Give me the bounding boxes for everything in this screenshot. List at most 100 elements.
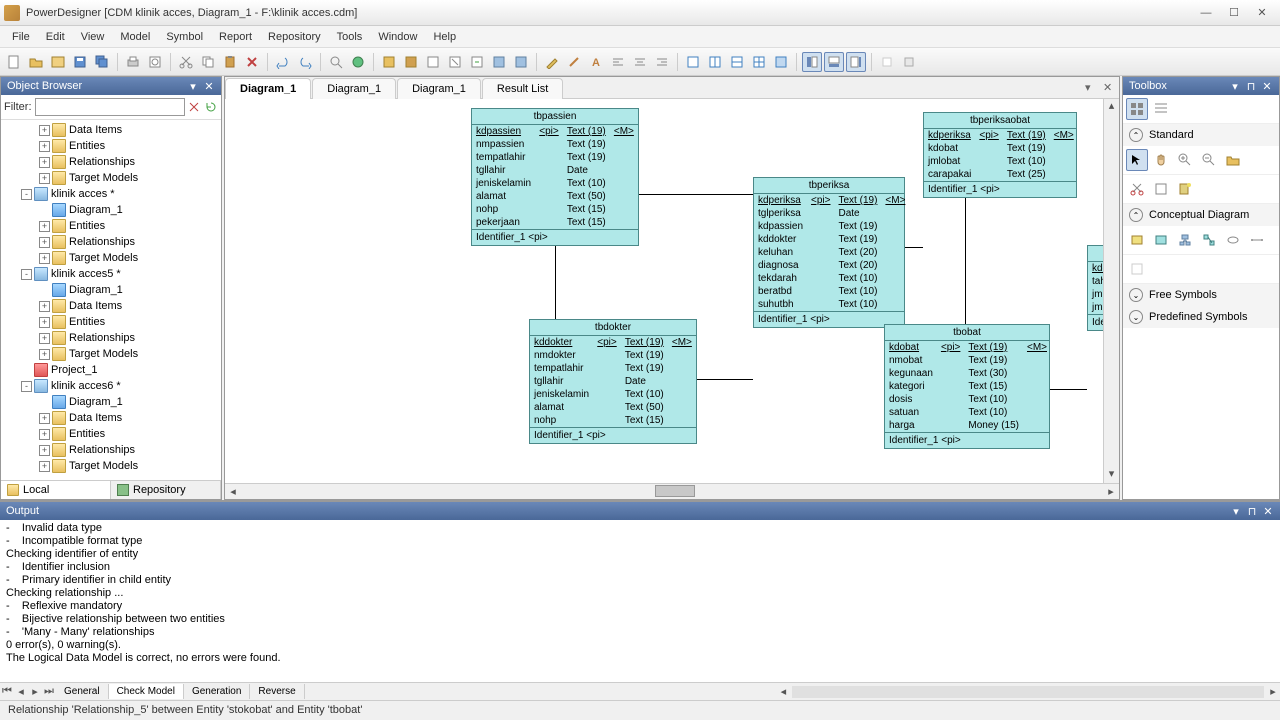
diagram-canvas[interactable]: tbpassienkdpassien<pi>Text (19)<M>nmpass… — [225, 99, 1103, 483]
project-icon[interactable] — [48, 52, 68, 72]
tbx-section-free[interactable]: ⌄Free Symbols — [1123, 284, 1279, 306]
print-icon[interactable] — [123, 52, 143, 72]
tree-item[interactable]: +Relationships — [3, 154, 219, 170]
menu-repository[interactable]: Repository — [260, 28, 329, 46]
tbx-zoomin-icon[interactable] — [1174, 149, 1196, 171]
tbx-section-conceptual[interactable]: ⌃Conceptual Diagram — [1123, 204, 1279, 226]
tab-repository[interactable]: Repository — [111, 481, 221, 499]
output-nav-last[interactable]: ⏭ — [42, 685, 56, 698]
tree-item[interactable]: +Entities — [3, 218, 219, 234]
tbx-entity-icon[interactable] — [1126, 229, 1148, 251]
align1-icon[interactable] — [608, 52, 628, 72]
find-icon[interactable] — [326, 52, 346, 72]
copy-icon[interactable] — [198, 52, 218, 72]
misc1-icon[interactable] — [877, 52, 897, 72]
panel2-icon[interactable] — [824, 52, 844, 72]
entity-tbdokter[interactable]: tbdokterkddokter<pi>Text (19)<M>nmdokter… — [529, 319, 697, 444]
output-tab-reverse[interactable]: Reverse — [250, 684, 304, 699]
tbx-zoomout-icon[interactable] — [1198, 149, 1220, 171]
output-tab-general[interactable]: General — [56, 684, 109, 699]
tbx-link2-icon[interactable] — [1246, 229, 1268, 251]
output-scroll-left[interactable]: ◂ — [776, 685, 790, 698]
tree-item[interactable]: +Data Items — [3, 122, 219, 138]
entity-tbperiksaobat[interactable]: tbperiksaobatkdperiksa<pi>Text (19)<M>kd… — [923, 112, 1077, 198]
entity-tbpassien[interactable]: tbpassienkdpassien<pi>Text (19)<M>nmpass… — [471, 108, 639, 246]
output-scroll-right[interactable]: ▸ — [1266, 685, 1280, 698]
view5-icon[interactable] — [771, 52, 791, 72]
menu-report[interactable]: Report — [211, 28, 260, 46]
tab-menu-icon[interactable]: ▾ — [1085, 81, 1099, 95]
tbx-open-icon[interactable] — [1222, 149, 1244, 171]
filter-input[interactable] — [35, 98, 185, 116]
tree-item[interactable]: -klinik acces * — [3, 186, 219, 202]
tab-local[interactable]: Local — [1, 481, 111, 499]
redo-icon[interactable] — [295, 52, 315, 72]
menu-edit[interactable]: Edit — [38, 28, 73, 46]
tree[interactable]: +Data Items+Entities+Relationships+Targe… — [1, 120, 221, 480]
tree-item[interactable]: Diagram_1 — [3, 202, 219, 218]
toolbox-pin-icon[interactable]: ⊓ — [1245, 80, 1257, 92]
tree-item[interactable]: Diagram_1 — [3, 282, 219, 298]
view4-icon[interactable] — [749, 52, 769, 72]
tree-item[interactable]: +Entities — [3, 426, 219, 442]
tool2-icon[interactable] — [401, 52, 421, 72]
menu-symbol[interactable]: Symbol — [158, 28, 211, 46]
tbx-section-predefined[interactable]: ⌄Predefined Symbols — [1123, 306, 1279, 328]
output-nav-prev[interactable]: ◂ — [14, 685, 28, 698]
output-close-icon[interactable]: ✕ — [1262, 505, 1274, 517]
tab-diagram[interactable]: Diagram_1 — [312, 78, 396, 99]
text-icon[interactable]: A — [586, 52, 606, 72]
open-icon[interactable] — [26, 52, 46, 72]
tree-item[interactable]: +Data Items — [3, 410, 219, 426]
align3-icon[interactable] — [652, 52, 672, 72]
tree-item[interactable]: +Entities — [3, 138, 219, 154]
tree-item[interactable]: Diagram_1 — [3, 394, 219, 410]
tbx-hand-icon[interactable] — [1150, 149, 1172, 171]
tbx-new-icon[interactable] — [1174, 178, 1196, 200]
menu-view[interactable]: View — [73, 28, 113, 46]
misc2-icon[interactable] — [899, 52, 919, 72]
view3-icon[interactable] — [727, 52, 747, 72]
tree-item[interactable]: +Target Models — [3, 250, 219, 266]
entity-tbobat[interactable]: tbobatkdobat<pi>Text (19)<M>nmobatText (… — [884, 324, 1050, 449]
tree-item[interactable]: +Relationships — [3, 330, 219, 346]
entity-tbperiksa[interactable]: tbperiksakdperiksa<pi>Text (19)<M>tglper… — [753, 177, 905, 328]
tool4-icon[interactable] — [445, 52, 465, 72]
output-pin-icon[interactable]: ⊓ — [1246, 505, 1258, 517]
tree-item[interactable]: +Data Items — [3, 298, 219, 314]
output-tab-generation[interactable]: Generation — [184, 684, 250, 699]
maximize-button[interactable]: ☐ — [1220, 3, 1248, 23]
minimize-button[interactable]: — — [1192, 3, 1220, 23]
menu-model[interactable]: Model — [112, 28, 158, 46]
tbx-inherit-icon[interactable] — [1174, 229, 1196, 251]
panel1-icon[interactable] — [802, 52, 822, 72]
vertical-scrollbar[interactable]: ▴ ▾ — [1103, 99, 1119, 483]
saveall-icon[interactable] — [92, 52, 112, 72]
view2-icon[interactable] — [705, 52, 725, 72]
browser-dropdown-icon[interactable]: ▾ — [187, 80, 199, 92]
tbx-link-icon[interactable] — [1222, 229, 1244, 251]
tree-item[interactable]: +Relationships — [3, 442, 219, 458]
tree-item[interactable]: +Target Models — [3, 170, 219, 186]
tree-item[interactable]: +Relationships — [3, 234, 219, 250]
tool5-icon[interactable] — [467, 52, 487, 72]
menu-window[interactable]: Window — [370, 28, 425, 46]
toolbox-dropdown-icon[interactable]: ▾ — [1229, 80, 1241, 92]
output-tab-check-model[interactable]: Check Model — [109, 684, 184, 699]
tree-item[interactable]: +Target Models — [3, 346, 219, 362]
tbx-list-icon[interactable] — [1150, 98, 1172, 120]
output-nav-next[interactable]: ▸ — [28, 685, 42, 698]
horizontal-scrollbar[interactable]: ◂ ▸ — [225, 483, 1119, 499]
brush-icon[interactable] — [564, 52, 584, 72]
browser-close-icon[interactable]: ✕ — [203, 80, 215, 92]
tree-item[interactable]: -klinik acces5 * — [3, 266, 219, 282]
tab-diagram[interactable]: Diagram_1 — [225, 78, 311, 99]
tool7-icon[interactable] — [511, 52, 531, 72]
filter-clear-icon[interactable] — [188, 99, 202, 115]
tab-diagram[interactable]: Diagram_1 — [397, 78, 481, 99]
output-body[interactable]: - Invalid data type- Incompatible format… — [0, 520, 1280, 682]
entity-stokobat[interactable]: stokobatkdobat<pi>Text (19)<M>tahunNumbe… — [1087, 245, 1103, 331]
tbx-prop-icon[interactable] — [1150, 178, 1172, 200]
paste-icon[interactable] — [220, 52, 240, 72]
cut-icon[interactable] — [176, 52, 196, 72]
